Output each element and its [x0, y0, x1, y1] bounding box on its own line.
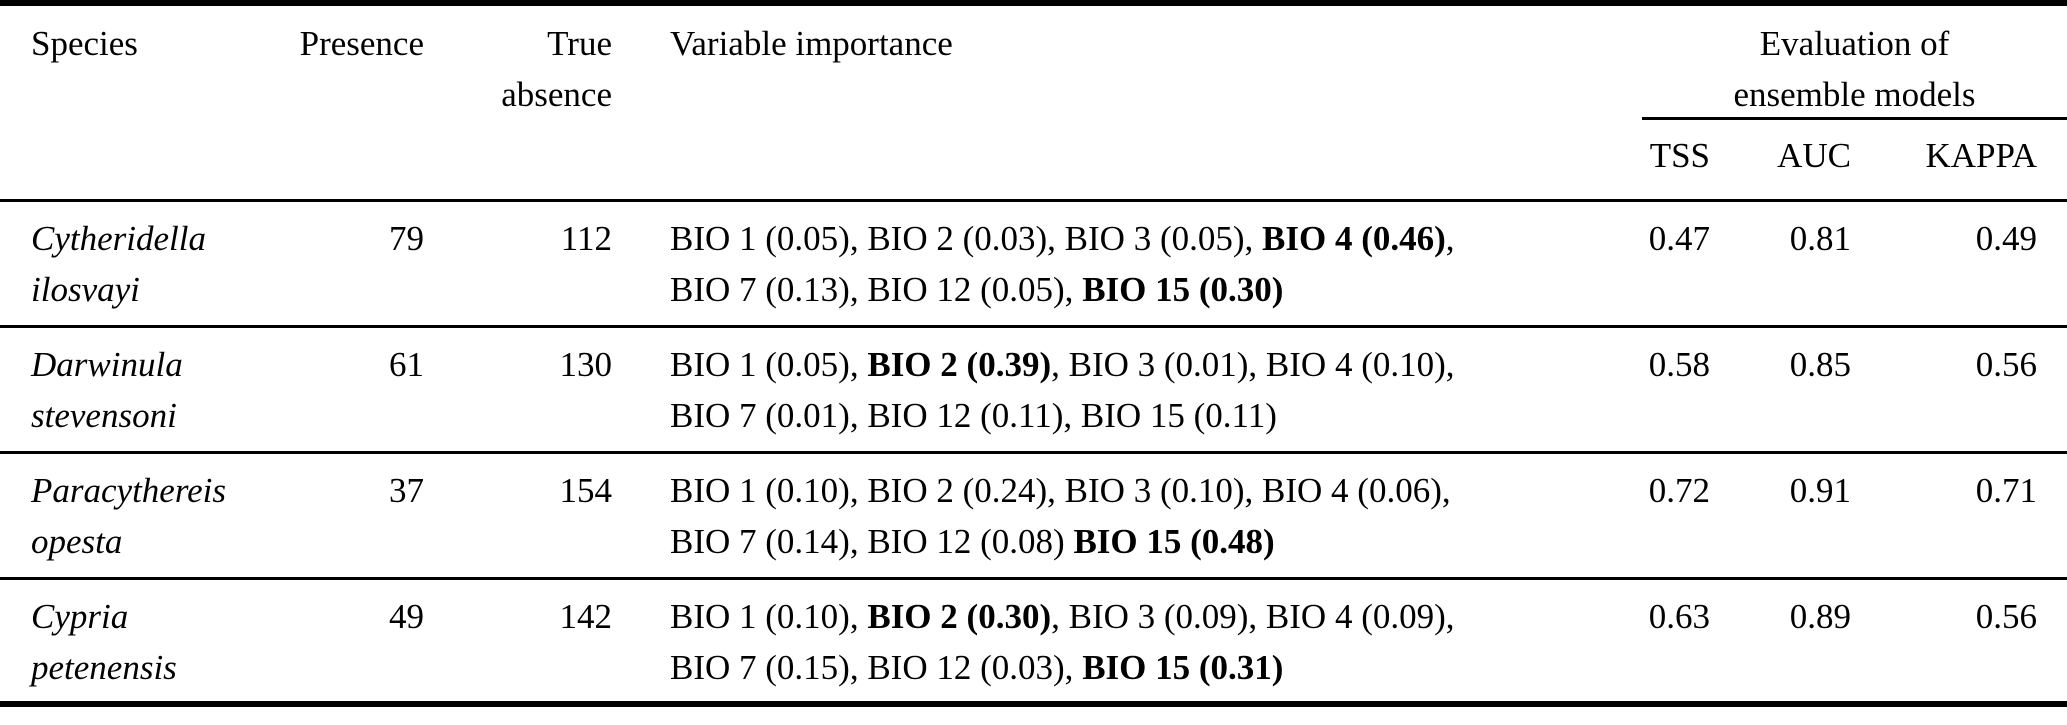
kappa-value-cell: 0.49	[1975, 218, 2038, 258]
vi-bold-segment: BIO 4 (0.46)	[1262, 218, 1446, 258]
variable-importance-line1: BIO 1 (0.10), BIO 2 (0.24), BIO 3 (0.10)…	[670, 465, 1642, 516]
species-name-line2: petenensis	[31, 647, 177, 687]
true-absence-cell: 130	[559, 344, 613, 384]
species-name-line1: Paracythereis	[31, 470, 227, 510]
vi-bold-segment: BIO 15 (0.48)	[1073, 521, 1275, 561]
auc-value-cell: 0.81	[1789, 218, 1851, 258]
true-absence-cell: 154	[559, 470, 613, 510]
col-header-true-absence-line1: True	[547, 24, 612, 63]
table-row: Cypria petenensis 49 142 BIO 1 (0.10), B…	[0, 578, 2067, 704]
vi-segment: ,	[1445, 218, 1455, 258]
kappa-value-cell: 0.71	[1975, 470, 2038, 510]
vi-segment: , BIO 3 (0.09), BIO 4 (0.09),	[1051, 596, 1455, 636]
species-name-line2: ilosvayi	[31, 269, 140, 309]
species-cell: Paracythereis opesta	[0, 452, 250, 578]
variable-importance-cell: BIO 1 (0.10), BIO 2 (0.24), BIO 3 (0.10)…	[612, 452, 1642, 578]
true-absence-cell: 142	[559, 596, 613, 636]
variable-importance-line2: BIO 7 (0.13), BIO 12 (0.05), BIO 15 (0.3…	[670, 264, 1642, 315]
variable-importance-cell: BIO 1 (0.05), BIO 2 (0.03), BIO 3 (0.05)…	[612, 200, 1642, 326]
header-spacer-true-absence	[424, 120, 612, 202]
table-header: Species Presence True absence Variable i…	[0, 3, 2067, 202]
header-spacer-presence	[250, 120, 424, 202]
variable-importance-line2: BIO 7 (0.15), BIO 12 (0.03), BIO 15 (0.3…	[670, 642, 1642, 693]
table-row: Cytheridella ilosvayi 79 112 BIO 1 (0.05…	[0, 200, 2067, 326]
true-absence-cell: 112	[560, 218, 612, 258]
presence-cell: 79	[389, 218, 424, 258]
vi-segment: BIO 7 (0.13), BIO 12 (0.05),	[670, 269, 1083, 309]
species-name-line1: Cytheridella	[31, 218, 206, 258]
species-name-line1: Cypria	[31, 596, 129, 636]
header-row-metrics: TSS AUC KAPPA	[0, 120, 2067, 202]
col-header-evaluation-line1: Evaluation of	[1759, 24, 1950, 63]
tss-value-cell: 0.63	[1648, 596, 1710, 636]
auc-value-cell: 0.85	[1789, 344, 1851, 384]
species-name-line2: opesta	[31, 521, 123, 561]
header-spacer-variable-importance	[612, 120, 1642, 202]
vi-bold-segment: BIO 2 (0.39)	[867, 344, 1052, 384]
tss-value-cell: 0.58	[1648, 344, 1710, 384]
species-name-line1: Darwinula	[31, 344, 183, 384]
col-header-kappa: KAPPA	[1851, 120, 2067, 202]
variable-importance-cell: BIO 1 (0.05), BIO 2 (0.39), BIO 3 (0.01)…	[612, 326, 1642, 452]
col-header-auc: AUC	[1710, 120, 1851, 202]
auc-value-cell: 0.91	[1789, 470, 1851, 510]
species-cell: Cytheridella ilosvayi	[0, 200, 250, 326]
vi-segment: BIO 1 (0.05), BIO 2 (0.03), BIO 3 (0.05)…	[670, 218, 1263, 258]
species-name-line2: stevensoni	[31, 395, 177, 435]
presence-cell: 61	[389, 344, 424, 384]
vi-segment: , BIO 3 (0.01), BIO 4 (0.10),	[1051, 344, 1455, 384]
species-model-results-table: Species Presence True absence Variable i…	[0, 0, 2067, 708]
vi-segment: BIO 7 (0.15), BIO 12 (0.03),	[670, 647, 1083, 687]
header-spacer-species	[0, 120, 250, 202]
species-cell: Darwinula stevensoni	[0, 326, 250, 452]
col-header-presence: Presence	[299, 24, 424, 63]
col-header-true-absence-line2: absence	[501, 75, 612, 115]
vi-segment: BIO 1 (0.05),	[670, 344, 868, 384]
variable-importance-line2: BIO 7 (0.14), BIO 12 (0.08) BIO 15 (0.48…	[670, 516, 1642, 567]
vi-segment: BIO 7 (0.01), BIO 12 (0.11), BIO 15 (0.1…	[670, 395, 1277, 435]
variable-importance-line1: BIO 1 (0.10), BIO 2 (0.30), BIO 3 (0.09)…	[670, 591, 1642, 642]
col-header-variable-importance: Variable importance	[670, 24, 953, 63]
auc-value-cell: 0.89	[1789, 596, 1851, 636]
variable-importance-line1: BIO 1 (0.05), BIO 2 (0.39), BIO 3 (0.01)…	[670, 339, 1642, 390]
vi-bold-segment: BIO 15 (0.31)	[1082, 647, 1284, 687]
variable-importance-cell: BIO 1 (0.10), BIO 2 (0.30), BIO 3 (0.09)…	[612, 578, 1642, 704]
vi-bold-segment: BIO 2 (0.30)	[867, 596, 1052, 636]
species-cell: Cypria petenensis	[0, 578, 250, 704]
header-row-groups: Species Presence True absence Variable i…	[0, 3, 2067, 120]
presence-cell: 49	[389, 596, 424, 636]
col-header-evaluation-group: Evaluation of ensemble models	[1642, 3, 2067, 120]
col-header-species: Species	[31, 24, 138, 63]
tss-value-cell: 0.47	[1648, 218, 1710, 258]
kappa-value-cell: 0.56	[1975, 344, 2038, 384]
table-body: Cytheridella ilosvayi 79 112 BIO 1 (0.05…	[0, 200, 2067, 704]
presence-cell: 37	[389, 470, 424, 510]
table-row: Paracythereis opesta 37 154 BIO 1 (0.10)…	[0, 452, 2067, 578]
vi-segment: BIO 7 (0.14), BIO 12 (0.08)	[670, 521, 1074, 561]
col-header-true-absence: True absence	[424, 3, 612, 120]
vi-segment: BIO 1 (0.10), BIO 2 (0.24), BIO 3 (0.10)…	[670, 470, 1451, 510]
variable-importance-line1: BIO 1 (0.05), BIO 2 (0.03), BIO 3 (0.05)…	[670, 213, 1642, 264]
col-header-evaluation-line2: ensemble models	[1733, 75, 1976, 115]
vi-bold-segment: BIO 15 (0.30)	[1082, 269, 1284, 309]
vi-segment: BIO 1 (0.10),	[670, 596, 868, 636]
tss-value-cell: 0.72	[1648, 470, 1710, 510]
col-header-tss: TSS	[1642, 120, 1710, 202]
variable-importance-line2: BIO 7 (0.01), BIO 12 (0.11), BIO 15 (0.1…	[670, 390, 1642, 441]
table-row: Darwinula stevensoni 61 130 BIO 1 (0.05)…	[0, 326, 2067, 452]
kappa-value-cell: 0.56	[1975, 596, 2038, 636]
